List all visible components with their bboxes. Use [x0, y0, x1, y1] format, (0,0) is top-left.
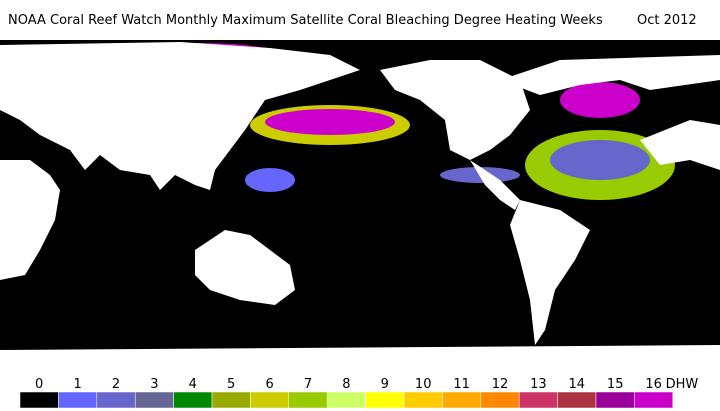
- colorbar-swatch: [250, 391, 290, 409]
- colorbar-label: 4: [189, 377, 197, 392]
- colorbar: 0 1 2 3 4 5 6 7 8 9 10 11 12 13 14 15 16 DHW: [19, 377, 699, 409]
- colorbar-label: 10: [415, 377, 432, 392]
- colorbar-swatch: [403, 391, 443, 409]
- colorbar-swatch: [480, 391, 520, 409]
- colorbar-swatch: [442, 391, 482, 409]
- colorbar-label: 5: [227, 377, 235, 392]
- colorbar-label: 3: [150, 377, 158, 392]
- colorbar-swatch: [211, 391, 251, 409]
- colorbar-swatch: [595, 391, 635, 409]
- colorbar-label: 11: [453, 377, 470, 392]
- colorbar-label: 2: [112, 377, 120, 392]
- colorbar-label: 1: [73, 377, 81, 392]
- colorbar-label: 0: [35, 377, 43, 392]
- colorbar-label: 7: [304, 377, 312, 392]
- colorbar-label: 9: [381, 377, 389, 392]
- colorbar-swatch: [634, 391, 674, 409]
- map-title: NOAA Coral Reef Watch Monthly Maximum Sa…: [8, 13, 603, 28]
- colorbar-swatch: [365, 391, 405, 409]
- colorbar-label: 14: [569, 377, 586, 392]
- colorbar-label: 16: [645, 377, 662, 392]
- colorbar-swatch: [557, 391, 597, 409]
- colorbar-swatch: [326, 391, 366, 409]
- colorbar-label: 12: [492, 377, 509, 392]
- colorbar-label: 15: [607, 377, 624, 392]
- colorbar-swatch: [58, 391, 98, 409]
- colorbar-swatch: [288, 391, 328, 409]
- colorbar-unit: DHW: [666, 377, 699, 392]
- colorbar-swatch: [96, 391, 136, 409]
- colorbar-swatch: [134, 391, 174, 409]
- colorbar-swatch: [19, 391, 59, 409]
- colorbar-swatch: [173, 391, 213, 409]
- colorbar-label: 8: [342, 377, 350, 392]
- land: [0, 42, 720, 375]
- colorbar-label: 6: [265, 377, 273, 392]
- colorbar-swatch: [518, 391, 558, 409]
- colorbar-label: 13: [530, 377, 547, 392]
- map-date: Oct 2012: [637, 13, 697, 28]
